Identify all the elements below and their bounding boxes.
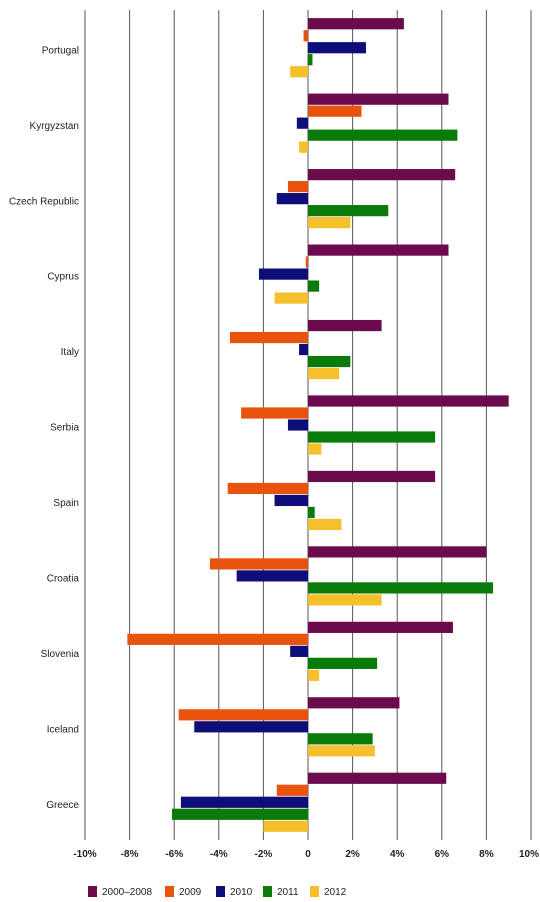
category-label: Portugal	[42, 45, 79, 56]
bar-czech-republic-0	[308, 169, 456, 181]
x-tick-label: -6%	[165, 849, 183, 860]
x-tick-label: 8%	[479, 849, 494, 860]
legend-swatch	[310, 886, 319, 897]
bar-portugal-3	[308, 54, 313, 66]
bar-italy-1	[229, 331, 308, 344]
bar-serbia-3	[308, 431, 436, 443]
bar-slovenia-4	[308, 669, 320, 681]
bar-cyprus-2	[258, 268, 308, 280]
x-tick-label: 4%	[390, 849, 405, 860]
bar-greece-3	[171, 808, 308, 820]
legend-swatch	[216, 886, 225, 897]
bar-iceland-1	[178, 709, 308, 721]
category-label: Iceland	[47, 724, 79, 735]
bar-slovenia-3	[308, 657, 378, 669]
category-label: Kyrgyzstan	[30, 121, 79, 132]
bar-spain-0	[308, 470, 436, 483]
category-label: Slovenia	[41, 649, 80, 660]
bar-iceland-0	[308, 697, 400, 709]
legend-label: 2011	[277, 887, 299, 898]
legend-label: 2012	[324, 887, 347, 898]
category-label: Czech Republic	[9, 196, 79, 207]
legend-label: 2010	[230, 887, 253, 898]
bar-croatia-4	[308, 594, 382, 606]
bar-kyrgyzstan-4	[299, 141, 308, 153]
x-tick-label: 10%	[519, 849, 539, 860]
bar-spain-4	[308, 518, 342, 531]
bar-slovenia-1	[127, 633, 309, 645]
bar-greece-2	[180, 796, 308, 808]
bar-greece-4	[263, 820, 308, 832]
bar-serbia-1	[241, 407, 308, 419]
bar-czech-republic-3	[308, 205, 389, 217]
legend-swatch	[88, 886, 97, 897]
bar-cyprus-1	[305, 256, 308, 268]
bar-kyrgyzstan-3	[308, 129, 458, 141]
bar-iceland-4	[308, 745, 375, 757]
bar-czech-republic-2	[276, 193, 308, 205]
bar-croatia-0	[308, 546, 487, 558]
legend-label: 2009	[179, 887, 202, 898]
bar-spain-3	[308, 506, 315, 519]
bar-croatia-2	[236, 570, 308, 582]
bar-portugal-1	[303, 30, 308, 42]
bar-portugal-4	[290, 66, 308, 78]
bar-spain-2	[274, 494, 308, 507]
category-labels: Portugal Kyrgyzstan Czech Republic Cyprus It…	[9, 45, 79, 811]
bar-croatia-3	[308, 582, 494, 594]
bar-italy-3	[308, 355, 351, 368]
bar-portugal-0	[308, 18, 404, 30]
bar-czech-republic-4	[308, 217, 351, 229]
x-tick-label: -2%	[255, 849, 273, 860]
category-label: Croatia	[47, 574, 80, 585]
legend-swatch	[165, 886, 174, 897]
bar-serbia-2	[287, 419, 308, 431]
bar-kyrgyzstan-1	[308, 105, 362, 117]
bar-italy-0	[308, 319, 382, 332]
bar-greece-0	[308, 772, 447, 784]
bars	[127, 18, 509, 832]
bar-serbia-0	[308, 395, 509, 407]
bar-cyprus-4	[274, 292, 308, 304]
x-tick-labels: -10% -8% -6% -4% -2% 0 2% 4% 6% 8% 10%	[73, 849, 539, 860]
x-tick-label: -8%	[121, 849, 139, 860]
x-tick-label: 2%	[345, 849, 360, 860]
x-tick-label: 6%	[435, 849, 450, 860]
bar-iceland-3	[308, 733, 373, 745]
bar-serbia-4	[308, 443, 322, 455]
bar-cyprus-3	[308, 280, 320, 292]
bar-slovenia-2	[290, 645, 308, 657]
category-label: Italy	[61, 347, 79, 358]
bar-iceland-2	[194, 721, 308, 733]
category-label: Serbia	[50, 423, 79, 434]
category-label: Spain	[53, 498, 79, 509]
bar-cyprus-0	[308, 244, 449, 256]
category-label: Cyprus	[47, 272, 79, 283]
bar-spain-1	[227, 482, 308, 495]
bar-portugal-2	[308, 42, 366, 54]
x-tick-label: -4%	[210, 849, 228, 860]
bar-italy-2	[299, 343, 308, 356]
bar-kyrgyzstan-0	[308, 93, 449, 105]
legend-swatch	[263, 886, 272, 897]
legend-label: 2000–2008	[102, 887, 152, 898]
bar-croatia-1	[209, 558, 308, 570]
bar-slovenia-0	[308, 621, 453, 633]
bar-czech-republic-1	[287, 181, 308, 193]
bar-greece-1	[276, 784, 308, 796]
legend: 2000–2008 2009 2010 2011 2012	[88, 886, 347, 898]
x-tick-label: 0	[305, 849, 311, 860]
bar-italy-4	[308, 367, 340, 380]
x-tick-label: -10%	[73, 849, 96, 860]
category-label: Greece	[46, 800, 79, 811]
bar-kyrgyzstan-2	[296, 117, 308, 129]
